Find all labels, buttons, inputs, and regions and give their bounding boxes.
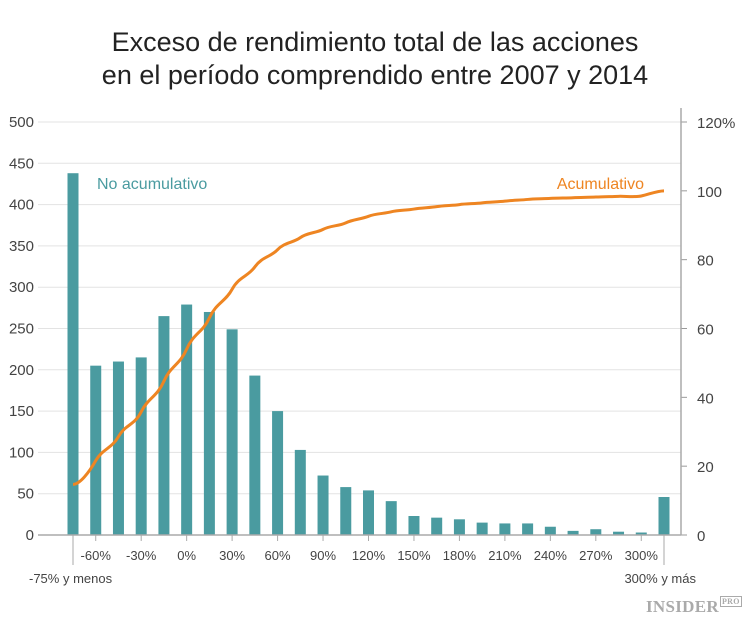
x-tick-label: 90% [310, 548, 336, 563]
bar [340, 487, 352, 535]
x-end-label: 300% y más [624, 571, 696, 586]
right-tick-label: 60 [697, 322, 714, 339]
bar [226, 329, 238, 535]
x-tick-label: -30% [126, 548, 157, 563]
left-tick-label: 250 [9, 321, 34, 338]
right-tick-label: 40 [697, 390, 714, 407]
series-label-no-acumulativo: No acumulativo [97, 176, 207, 193]
x-tick-label: 60% [265, 548, 291, 563]
bar [431, 517, 443, 535]
left-tick-label: 50 [17, 486, 34, 503]
chart-title: Exceso de rendimiento total de las accio… [0, 26, 750, 92]
bar [203, 311, 215, 535]
bar [67, 173, 79, 535]
bar [272, 411, 284, 535]
x-tick-label: 30% [219, 548, 245, 563]
title-line-2: en el período comprendido entre 2007 y 2… [101, 60, 649, 90]
left-tick-label: 300 [9, 279, 34, 296]
x-end-label: -75% y menos [29, 571, 113, 586]
left-tick-label: 500 [9, 114, 34, 131]
x-tick-label: 270% [579, 548, 613, 563]
x-tick-label: 0% [177, 548, 196, 563]
bar [112, 361, 124, 535]
left-tick-label: 450 [9, 155, 34, 172]
bar [613, 531, 625, 535]
cumulative-line [72, 189, 665, 486]
left-tick-label: 200 [9, 362, 34, 379]
bar [317, 475, 329, 535]
left-tick-label: 150 [9, 403, 34, 420]
series-label-acumulativo: Acumulativo [557, 176, 644, 193]
bar [453, 519, 465, 535]
x-tick-label: 120% [352, 548, 386, 563]
bar [135, 357, 147, 535]
bar [385, 501, 397, 535]
bar [499, 523, 511, 535]
title-line-1: Exceso de rendimiento total de las accio… [111, 27, 639, 57]
right-tick-label: 20 [697, 459, 714, 476]
right-tick-label: 100 [697, 184, 722, 201]
bar [181, 304, 193, 535]
right-tick-label: 0 [697, 528, 705, 545]
bar [635, 532, 647, 535]
x-tick-label: 240% [534, 548, 568, 563]
x-tick-label: 210% [488, 548, 522, 563]
x-tick-label: -60% [81, 548, 112, 563]
bar [567, 530, 579, 535]
x-tick-label: 150% [397, 548, 431, 563]
left-tick-label: 350 [9, 238, 34, 255]
right-tick-label: 80 [697, 253, 714, 270]
bar [90, 365, 102, 535]
insider-pro-logo: INSIDER PRO [646, 596, 742, 616]
x-tick-label: 180% [443, 548, 477, 563]
bar [544, 526, 556, 535]
bar [294, 449, 306, 535]
bar [408, 516, 420, 535]
bar [476, 522, 488, 535]
left-tick-label: 100 [9, 444, 34, 461]
left-tick-label: 0 [26, 527, 34, 544]
x-tick-label: 300% [625, 548, 659, 563]
bar [658, 497, 670, 535]
bar [158, 316, 170, 535]
bar [363, 490, 374, 535]
bar [522, 523, 534, 535]
left-tick-label: 400 [9, 197, 34, 214]
bar [590, 529, 602, 535]
bar [249, 375, 261, 535]
right-tick-label: 120% [697, 115, 735, 132]
